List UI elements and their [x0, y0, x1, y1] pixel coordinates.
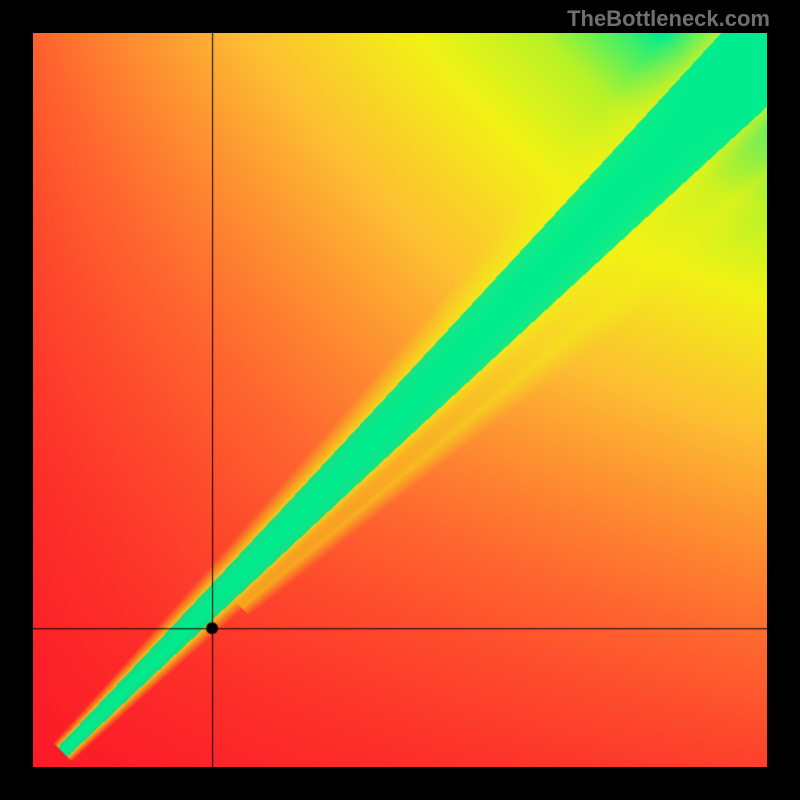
- chart-container: TheBottleneck.com: [0, 0, 800, 800]
- plot-area: [33, 33, 767, 767]
- heatmap-canvas: [33, 33, 767, 767]
- watermark-text: TheBottleneck.com: [567, 6, 770, 32]
